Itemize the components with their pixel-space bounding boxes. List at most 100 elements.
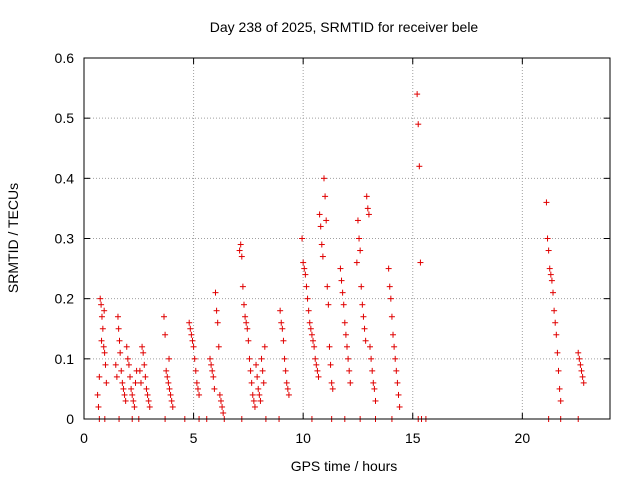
data-point	[325, 301, 332, 308]
point-layer	[94, 91, 587, 422]
data-point	[192, 367, 199, 374]
data-point	[315, 373, 322, 380]
data-point	[127, 373, 134, 380]
data-point	[209, 367, 216, 374]
data-point	[317, 223, 324, 230]
y-tick-label: 0	[66, 411, 74, 427]
data-point	[249, 391, 256, 398]
data-point	[259, 367, 266, 374]
data-point	[160, 313, 167, 320]
data-point	[580, 379, 587, 386]
data-point	[95, 403, 102, 410]
data-point	[360, 313, 367, 320]
x-tick-label: 5	[190, 430, 198, 446]
data-point	[302, 271, 309, 278]
data-point	[416, 163, 423, 170]
data-point	[163, 367, 170, 374]
data-point	[577, 361, 584, 368]
data-point	[188, 331, 195, 338]
data-point	[357, 247, 364, 254]
data-point	[551, 307, 558, 314]
data-point	[168, 397, 175, 404]
tick-layer: 0 0.1 0.2 0.3 0.4 0.5 0.6 0 5 10 15 20	[55, 50, 610, 446]
data-point	[131, 403, 138, 410]
data-point	[238, 253, 245, 260]
data-point	[356, 235, 363, 242]
data-point	[312, 355, 319, 362]
data-point	[556, 385, 563, 392]
data-point	[117, 349, 124, 356]
data-point	[345, 355, 352, 362]
data-point	[575, 349, 582, 356]
y-axis-title: SRMTID / TECUs	[5, 183, 21, 293]
data-point	[578, 367, 585, 374]
data-point	[319, 253, 326, 260]
chart-title: Day 238 of 2025, SRMTID for receiver bel…	[210, 19, 479, 35]
data-point	[242, 313, 249, 320]
data-point	[364, 205, 371, 212]
data-point	[146, 403, 153, 410]
data-point	[284, 385, 291, 392]
y-tick-label: 0.1	[55, 351, 75, 367]
data-point	[546, 265, 553, 272]
data-point	[371, 385, 378, 392]
data-point	[417, 259, 424, 266]
data-point	[237, 241, 244, 248]
data-point	[282, 367, 289, 374]
data-point	[280, 337, 287, 344]
data-point	[166, 355, 173, 362]
data-point	[255, 385, 262, 392]
data-point	[136, 367, 143, 374]
data-point	[394, 379, 401, 386]
data-point	[169, 403, 176, 410]
data-point	[257, 397, 264, 404]
data-point	[165, 379, 172, 386]
data-point	[99, 325, 106, 332]
data-point	[278, 319, 285, 326]
data-point	[145, 397, 152, 404]
data-point	[392, 355, 399, 362]
data-point	[164, 373, 171, 380]
data-point	[124, 355, 131, 362]
data-point	[368, 355, 375, 362]
y-tick-label: 0.5	[55, 110, 75, 126]
data-point	[359, 301, 366, 308]
data-point	[362, 337, 369, 344]
data-point	[250, 397, 257, 404]
data-point	[123, 343, 130, 350]
data-point	[193, 379, 200, 386]
data-point	[322, 193, 329, 200]
data-point	[256, 391, 263, 398]
data-point	[102, 361, 109, 368]
data-point	[370, 379, 377, 386]
data-point	[162, 331, 169, 338]
data-point	[283, 379, 290, 386]
x-tick-label: 0	[80, 430, 88, 446]
data-point	[96, 373, 103, 380]
x-tick-label: 20	[515, 430, 531, 446]
grid-layer	[84, 58, 610, 419]
data-point	[254, 373, 261, 380]
data-point	[547, 271, 554, 278]
y-tick-label: 0.4	[55, 170, 75, 186]
data-point	[212, 289, 219, 296]
data-point	[385, 265, 392, 272]
data-point	[386, 283, 393, 290]
data-point	[101, 349, 108, 356]
data-point	[300, 259, 307, 266]
data-point	[346, 367, 353, 374]
data-point	[314, 367, 321, 374]
data-point	[215, 343, 222, 350]
data-point	[367, 343, 374, 350]
data-point	[194, 385, 201, 392]
data-point	[544, 235, 551, 242]
data-point	[353, 259, 360, 266]
data-point	[320, 175, 327, 182]
data-point	[301, 265, 308, 272]
data-point	[261, 343, 268, 350]
data-point	[140, 349, 147, 356]
data-point	[207, 355, 214, 362]
data-point	[137, 379, 144, 386]
data-point	[557, 397, 564, 404]
data-point	[323, 217, 330, 224]
